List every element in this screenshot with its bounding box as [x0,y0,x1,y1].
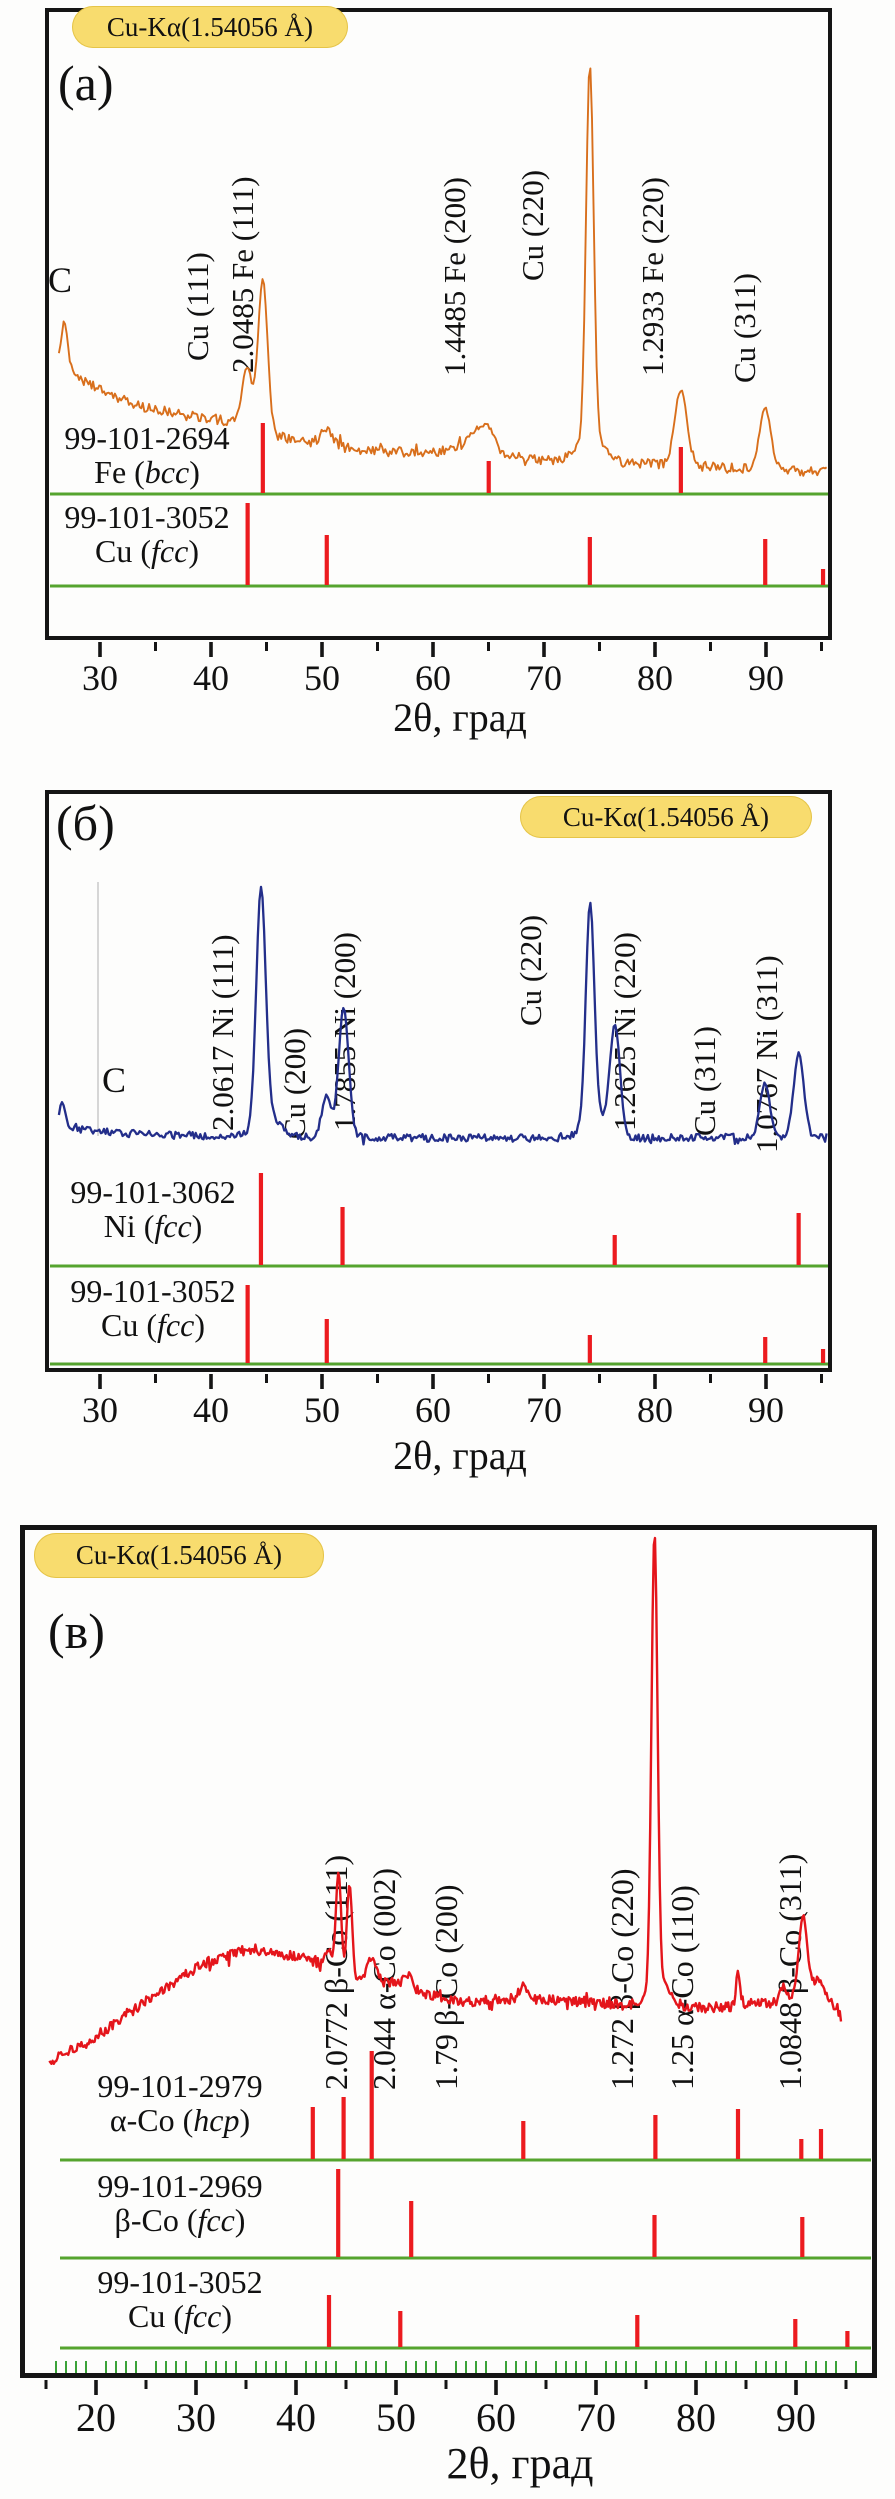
x-tick-label: 70 [526,1390,562,1430]
x-tick-label: 50 [304,1390,340,1430]
x-tick-label: 80 [676,2395,716,2440]
x-axis-title: 2θ, град [393,1433,527,1478]
ref-card-code: 99-101-2694 [64,420,230,456]
ref-card-phase: Ni (fcc) [48,1210,258,1242]
x-tick-label: 70 [576,2395,616,2440]
wavelength-badge: Cu-Kα(1.54056 Å) [520,796,812,838]
ref-card-phase-part: bcc [144,454,190,490]
xrd-trace-1 [57,67,828,477]
ref-card-phase-part: ) [239,2102,251,2138]
ref-card-phase-part: ) [191,1208,203,1244]
x-tick-label: 50 [304,658,340,698]
ref-card-phase: Cu (fcc) [75,2300,285,2332]
ref-card-phase-part: fcc [197,2202,235,2238]
ref-card-phase-part: ) [221,2298,232,2334]
ref-card-phase: Cu (fcc) [48,1309,258,1341]
ref-card-phase: Fe (bcc) [42,456,252,488]
substrate-carbon-label: C [102,1060,127,1100]
x-tick-label: 70 [526,658,562,698]
x-tick-label: 30 [82,658,118,698]
panel-letter: (в) [48,1603,105,1659]
ref-card-phase: α-Co (hcp) [75,2104,285,2136]
ref-card-phase-part: Cu ( [128,2298,185,2334]
x-axis-title: 2θ, град [446,2439,594,2488]
ref-card-phase-part: ) [189,454,200,490]
x-tick-label: 30 [82,1390,118,1430]
wavelength-badge: Cu-Kα(1.54056 Å) [34,1533,324,1578]
x-tick-label: 40 [193,1390,229,1430]
xrd-trace-3 [48,1536,843,2065]
panel-border-1 [45,8,832,640]
x-tick-label: 50 [376,2395,416,2440]
panel-letter: (а) [58,55,114,111]
ref-card-phase-part: Fe ( [94,454,145,490]
ref-card-code: 99-101-2969 [97,2168,263,2204]
ref-card-code: 99-101-2979 [97,2068,263,2104]
x-tick-label: 90 [748,658,784,698]
ref-card-phase-part: fcc [151,533,189,569]
x-tick-label: 60 [415,658,451,698]
x-tick-label: 90 [748,1390,784,1430]
x-tick-label: 90 [776,2395,816,2440]
ref-card-phase-part: Cu ( [95,533,152,569]
ref-card-code: 99-101-3052 [64,499,230,535]
ref-card-phase-part: ) [234,2202,246,2238]
ref-card-phase: β-Co (fcc) [75,2204,285,2236]
substrate-carbon-label: C [48,260,73,300]
ref-card-phase-part: hcp [193,2102,240,2138]
x-axis-title: 2θ, град [393,695,527,740]
ref-card-phase-part: Ni ( [103,1208,155,1244]
x-tick-label: 60 [415,1390,451,1430]
xrd-trace-2 [57,885,828,1146]
x-tick-label: 80 [637,1390,673,1430]
x-tick-label: 30 [176,2395,216,2440]
ref-card-code: 99-101-3062 [70,1174,236,1210]
x-tick-label: 40 [193,658,229,698]
panel-border-3 [20,1525,877,2378]
x-tick-label: 80 [637,658,673,698]
x-tick-label: 60 [476,2395,516,2440]
ref-card-code: 99-101-3052 [97,2264,263,2300]
ref-card-phase-part: fcc [157,1307,195,1343]
ref-card-phase-part: β-Co ( [114,2202,198,2238]
ref-card-phase-part: ) [188,533,199,569]
ref-card-phase-part: α-Co ( [109,2102,194,2138]
panel-letter: (б) [56,795,115,851]
wavelength-badge: Cu-Kα(1.54056 Å) [72,6,348,48]
ref-card-phase-part: fcc [154,1208,192,1244]
ref-card-phase-part: Cu ( [101,1307,158,1343]
ref-card-phase: Cu (fcc) [42,535,252,567]
ref-card-phase-part: ) [194,1307,205,1343]
ref-card-code: 99-101-3052 [70,1273,236,1309]
ref-card-phase-part: fcc [184,2298,222,2334]
x-tick-label: 20 [76,2395,116,2440]
panel-border-2 [45,790,832,1372]
x-tick-label: 40 [276,2395,316,2440]
